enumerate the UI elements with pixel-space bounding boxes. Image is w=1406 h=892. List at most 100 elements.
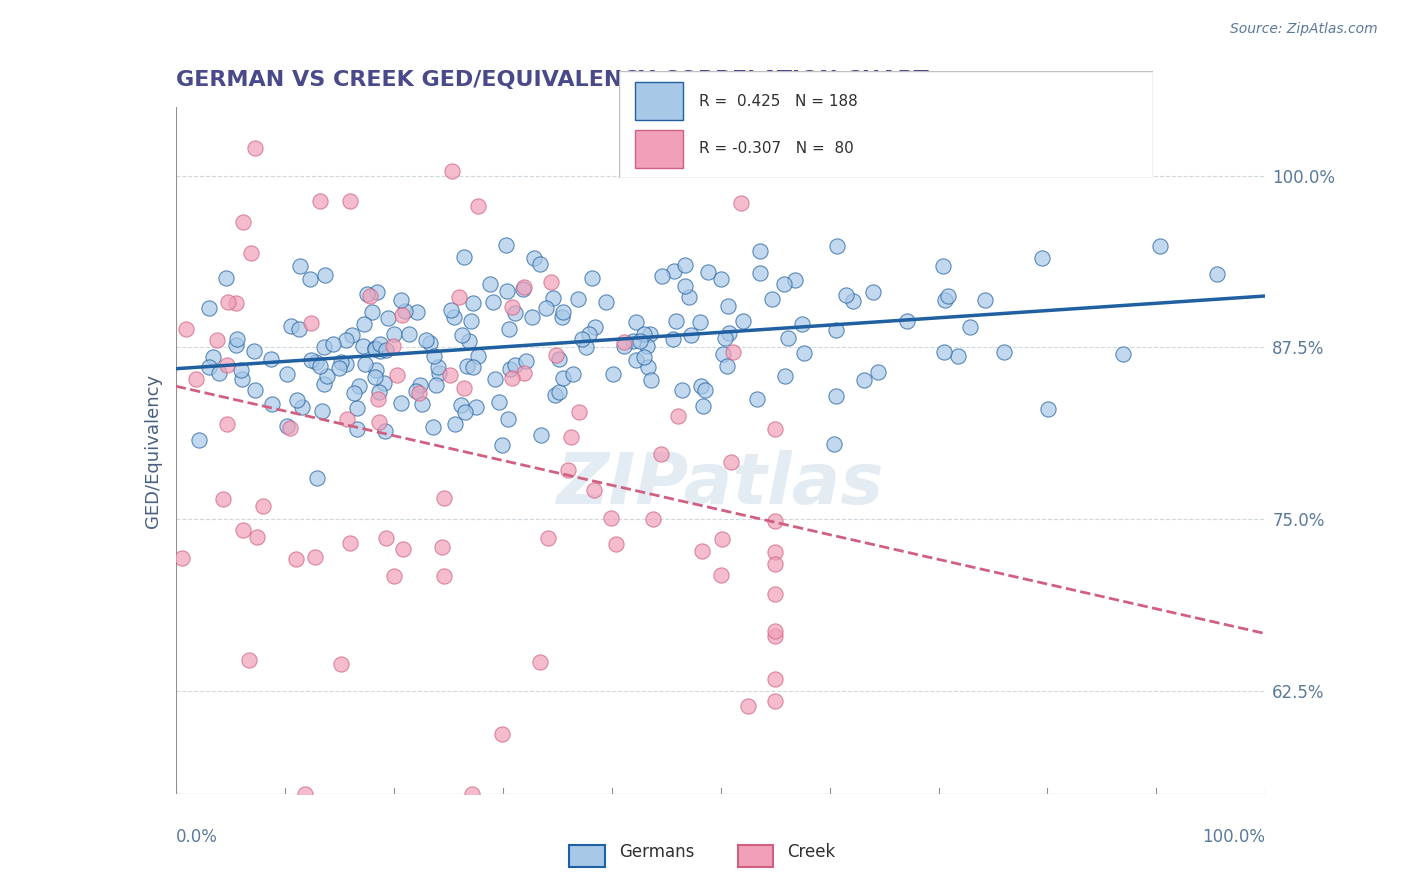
Germans (866, 365, 889, 379)
Germans (636, 339, 658, 353)
Germans (529, 257, 551, 271)
Creek (501, 371, 523, 385)
Creek (513, 279, 536, 293)
Germans (853, 373, 876, 387)
Creek (721, 344, 744, 359)
Germans (356, 286, 378, 301)
Creek (441, 164, 464, 178)
Creek (650, 447, 672, 461)
Germans (628, 334, 651, 348)
Germans (198, 359, 221, 374)
Creek (339, 194, 361, 209)
Germans (443, 417, 465, 431)
Creek (763, 514, 786, 528)
Germans (731, 314, 754, 328)
Creek (245, 141, 267, 155)
Germans (640, 373, 662, 387)
Creek (367, 416, 389, 430)
Germans (280, 318, 302, 333)
Germans (370, 344, 392, 359)
Germans (389, 293, 412, 308)
Germans (495, 237, 517, 252)
Germans (422, 420, 444, 434)
Creek (763, 629, 786, 643)
Creek (513, 367, 536, 381)
Creek (174, 322, 197, 336)
Germans (697, 265, 720, 279)
FancyBboxPatch shape (634, 82, 683, 120)
Germans (776, 331, 799, 345)
Germans (443, 310, 465, 325)
Germans (291, 400, 314, 414)
Germans (544, 388, 567, 402)
Germans (335, 333, 357, 347)
Germans (638, 326, 661, 341)
Germans (488, 394, 510, 409)
Germans (534, 301, 557, 316)
Creek (408, 386, 430, 401)
Germans (551, 310, 574, 325)
Creek (560, 430, 582, 444)
Germans (307, 471, 329, 485)
Creek (392, 541, 415, 556)
Germans (773, 277, 796, 291)
Germans (482, 294, 505, 309)
Germans (422, 349, 444, 363)
Germans (761, 292, 783, 306)
Creek (252, 499, 274, 513)
Germans (478, 277, 501, 291)
Creek (339, 536, 361, 550)
Creek (643, 512, 665, 526)
Creek (710, 567, 733, 582)
Creek (375, 531, 398, 545)
Germans (467, 349, 489, 363)
Germans (460, 314, 482, 328)
Creek (430, 540, 453, 554)
Text: ZIPatlas: ZIPatlas (557, 450, 884, 519)
Germans (364, 363, 387, 377)
Germans (373, 376, 395, 390)
Creek (284, 552, 307, 566)
Creek (336, 412, 359, 426)
Germans (665, 313, 688, 327)
Germans (231, 363, 253, 377)
Germans (523, 251, 546, 265)
Germans (624, 315, 647, 329)
Creek (246, 529, 269, 543)
Germans (329, 355, 352, 369)
Germans (633, 327, 655, 342)
Creek (730, 195, 752, 210)
Germans (231, 372, 253, 386)
Germans (450, 398, 472, 412)
Creek (529, 655, 551, 669)
Y-axis label: GED/Equivalency: GED/Equivalency (143, 374, 162, 527)
Germans (415, 333, 437, 347)
Germans (823, 437, 845, 451)
Creek (240, 245, 263, 260)
Germans (825, 239, 848, 253)
Germans (503, 358, 526, 372)
Germans (377, 310, 399, 325)
Germans (575, 339, 598, 353)
Creek (278, 421, 301, 435)
Creek (491, 727, 513, 741)
Germans (498, 322, 520, 336)
Germans (276, 367, 298, 381)
Creek (449, 290, 471, 304)
Germans (198, 301, 221, 315)
Germans (382, 326, 405, 341)
Germans (188, 434, 211, 448)
Creek (582, 483, 605, 497)
FancyBboxPatch shape (634, 130, 683, 168)
Germans (689, 315, 711, 329)
Text: R = -0.307   N =  80: R = -0.307 N = 80 (699, 141, 853, 156)
Germans (245, 383, 267, 397)
Creek (391, 308, 413, 322)
Germans (692, 399, 714, 413)
Germans (633, 350, 655, 364)
Creek (385, 368, 408, 383)
Germans (862, 285, 884, 299)
Germans (366, 285, 388, 299)
Germans (749, 244, 772, 258)
Creek (299, 316, 322, 330)
